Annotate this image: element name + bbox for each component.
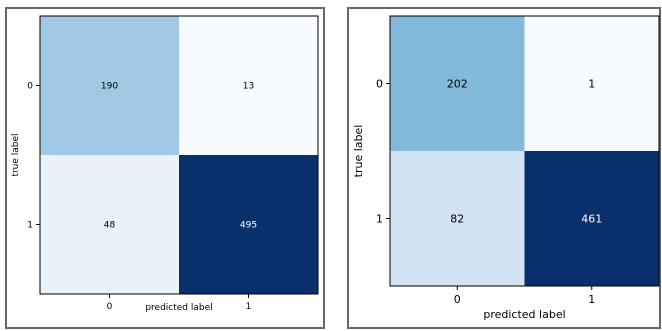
x-tick-label-1: 1 [588, 293, 595, 306]
cell-value-0-1: 1 [588, 77, 595, 90]
cell-0-1 [179, 16, 318, 155]
plot-border [39, 15, 319, 295]
x-tick-label-0: 0 [454, 293, 461, 306]
cell-value-1-0: 82 [450, 212, 464, 225]
y-tick-label-1: 1 [27, 221, 33, 231]
cell-1-1 [524, 151, 659, 286]
cell-value-1-1: 495 [240, 221, 257, 231]
cell-value-1-1: 461 [581, 212, 602, 225]
confusion-matrix-panel-2: 202 1 82 461 0 1 0 1 predicted label true label [342, 0, 662, 331]
cell-1-0 [40, 155, 179, 294]
cell-0-0 [40, 16, 179, 155]
cell-value-0-1: 13 [243, 82, 254, 92]
cell-1-1 [179, 155, 318, 294]
cell-value-0-0: 190 [101, 82, 118, 92]
cell-value-0-0: 202 [447, 77, 468, 90]
x-tick-label-0: 0 [107, 302, 113, 312]
y-tick-label-1: 1 [376, 212, 383, 225]
y-tick-label-0: 0 [27, 82, 33, 92]
x-tick-label-1: 1 [246, 302, 252, 312]
y-axis-label: true label [352, 125, 365, 178]
cell-value-1-0: 48 [104, 221, 116, 231]
y-tick-label-0: 0 [376, 77, 383, 90]
plot-border [389, 15, 660, 287]
confusion-matrix-1: 190 13 48 495 0 1 0 1 predicted label true label [5, 7, 325, 329]
cell-0-0 [390, 16, 525, 151]
cell-1-0 [390, 151, 525, 286]
confusion-matrix-panel-1: 190 13 48 495 0 1 0 1 predicted label true label [0, 0, 330, 331]
cell-0-1 [524, 16, 659, 151]
confusion-matrix-2: 202 1 82 461 0 1 0 1 predicted label true label [347, 7, 661, 329]
y-axis-label: true label [11, 133, 21, 176]
x-axis-label: predicted label [483, 308, 565, 321]
x-axis-label: predicted label [145, 303, 212, 313]
